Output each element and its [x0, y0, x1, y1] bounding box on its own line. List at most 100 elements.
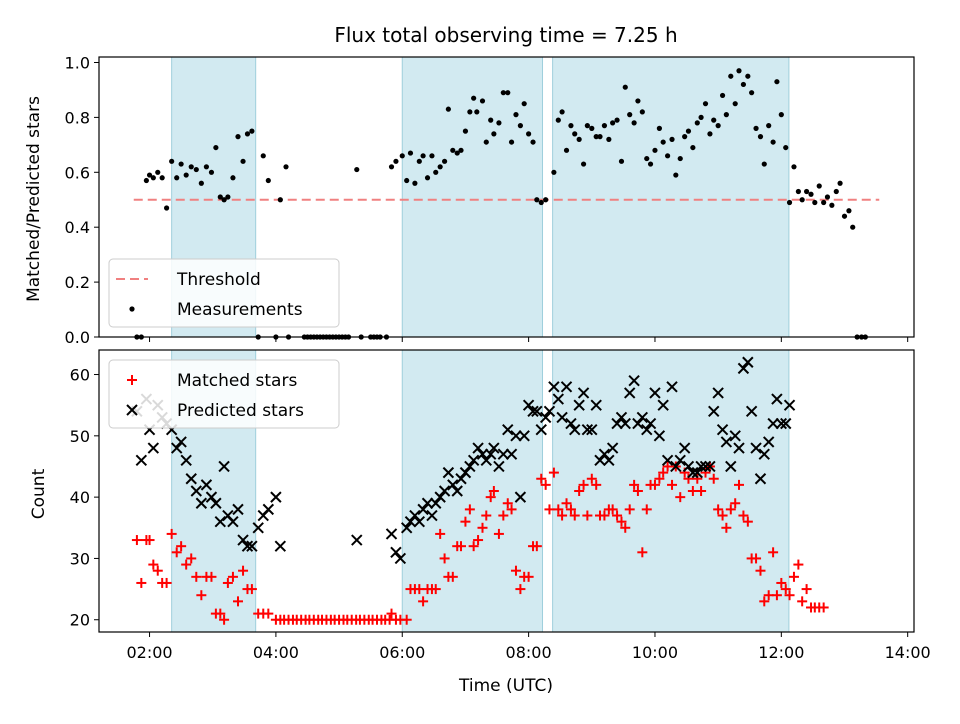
- predicted-stars-point: [695, 460, 707, 473]
- matched-stars-point: [683, 473, 694, 484]
- predicted-stars-point-b: [603, 454, 615, 467]
- predicted-stars-point-b: [472, 442, 484, 454]
- predicted-stars-point-b: [190, 485, 203, 497]
- predicted-stars-point: [214, 515, 227, 528]
- predicted-stars-point: [232, 503, 244, 516]
- measurement-point: [193, 166, 199, 173]
- matched-stars-point: [435, 528, 446, 539]
- measurement-point: [732, 101, 738, 107]
- predicted-stars-point: [750, 442, 762, 454]
- predicted-stars-point-b: [708, 405, 720, 418]
- matched-stars-point: [797, 596, 808, 607]
- matched-stars-point: [468, 541, 479, 552]
- predicted-stars-point: [767, 417, 779, 430]
- x-tick-label: 02:00: [126, 643, 172, 662]
- predicted-stars-point-b: [467, 454, 480, 467]
- matched-stars-point: [713, 504, 724, 515]
- predicted-stars-point: [560, 381, 573, 393]
- measurement-point: [682, 134, 688, 140]
- measurement-point: [824, 194, 831, 200]
- predicted-stars-point: [413, 515, 426, 528]
- predicted-stars-point-b: [636, 411, 649, 424]
- predicted-stars-point: [390, 546, 402, 559]
- matched-stars-point: [641, 504, 652, 515]
- matched-stars-point: [696, 486, 707, 496]
- predicted-stars-point: [447, 479, 459, 491]
- matched-stars-point: [464, 504, 475, 515]
- measurement-point: [155, 169, 161, 175]
- measurement-point: [728, 73, 734, 79]
- matched-stars-point: [515, 584, 526, 595]
- predicted-stars-point: [505, 448, 518, 460]
- y-tick-label: 0.0: [65, 328, 90, 347]
- matched-stars-point: [473, 535, 484, 546]
- measurement-point: [450, 147, 456, 153]
- matched-stars-point: [418, 596, 429, 607]
- predicted-stars-point-b: [590, 399, 602, 411]
- predicted-stars-point-b: [514, 491, 527, 503]
- predicted-stars-point: [430, 497, 442, 509]
- matched-stars-point: [649, 479, 660, 490]
- predicted-stars-point: [606, 442, 619, 454]
- predicted-stars-point: [661, 454, 674, 467]
- predicted-stars-point: [417, 503, 429, 516]
- predicted-stars-point-b: [644, 417, 657, 430]
- predicted-stars-point-b: [767, 417, 779, 430]
- measurement-point: [631, 120, 637, 126]
- predicted-stars-point-b: [674, 454, 686, 467]
- matched-stars-point: [788, 571, 799, 582]
- matched-stars-point: [733, 479, 744, 490]
- measurement-point: [404, 177, 410, 184]
- measurement-point: [833, 188, 839, 195]
- predicted-stars-point-b: [611, 417, 623, 430]
- measurement-point: [513, 112, 519, 118]
- predicted-stars-point: [421, 497, 434, 509]
- predicted-stars-point: [522, 399, 535, 411]
- measurement-point: [445, 106, 451, 112]
- measurement-point: [652, 147, 658, 153]
- measurement-point: [146, 172, 153, 178]
- matched-stars-point: [148, 559, 159, 570]
- matched-stars-point: [439, 553, 450, 564]
- measurement-point: [441, 158, 448, 164]
- measurement-point: [169, 158, 175, 164]
- measurement-point: [420, 153, 426, 159]
- predicted-stars-point-b: [565, 417, 577, 430]
- measurement-point: [610, 120, 616, 126]
- measurement-point: [496, 120, 502, 126]
- measurement-point: [770, 139, 776, 145]
- y-tick-label: 60: [70, 366, 90, 385]
- predicted-stars-point-b: [573, 399, 585, 411]
- predicted-stars-point: [581, 423, 594, 436]
- predicted-stars-point-b: [581, 423, 594, 436]
- matched-stars-point: [506, 504, 517, 515]
- measurement-point: [283, 164, 289, 170]
- predicted-stars-point-b: [195, 497, 208, 509]
- measurement-point: [164, 205, 170, 211]
- measurement-point: [471, 95, 477, 101]
- predicted-stars-point: [712, 387, 724, 399]
- predicted-stars-point: [758, 448, 770, 460]
- matched-stars-point: [488, 486, 499, 496]
- x-axis-label: Time (UTC): [458, 676, 553, 696]
- measurement-point: [572, 131, 578, 137]
- predicted-stars-point-b: [716, 423, 729, 436]
- predicted-stars-point: [641, 423, 653, 436]
- predicted-stars-point-b: [147, 442, 160, 454]
- predicted-stars-point: [691, 466, 704, 479]
- predicted-stars-point-b: [678, 442, 691, 454]
- predicted-stars-point-b: [241, 540, 254, 552]
- predicted-stars-point: [674, 454, 686, 467]
- predicted-stars-point: [480, 454, 492, 467]
- measurement-point: [505, 90, 511, 96]
- predicted-stars-point-b: [745, 405, 758, 418]
- predicted-stars-point: [180, 454, 192, 467]
- predicted-stars-point-b: [218, 460, 230, 473]
- measurement-point: [757, 134, 764, 140]
- measurement-point: [639, 109, 645, 115]
- predicted-stars-point: [615, 411, 628, 424]
- predicted-stars-point: [682, 460, 695, 473]
- predicted-stars-point-b: [400, 522, 413, 534]
- measurement-point: [622, 84, 628, 90]
